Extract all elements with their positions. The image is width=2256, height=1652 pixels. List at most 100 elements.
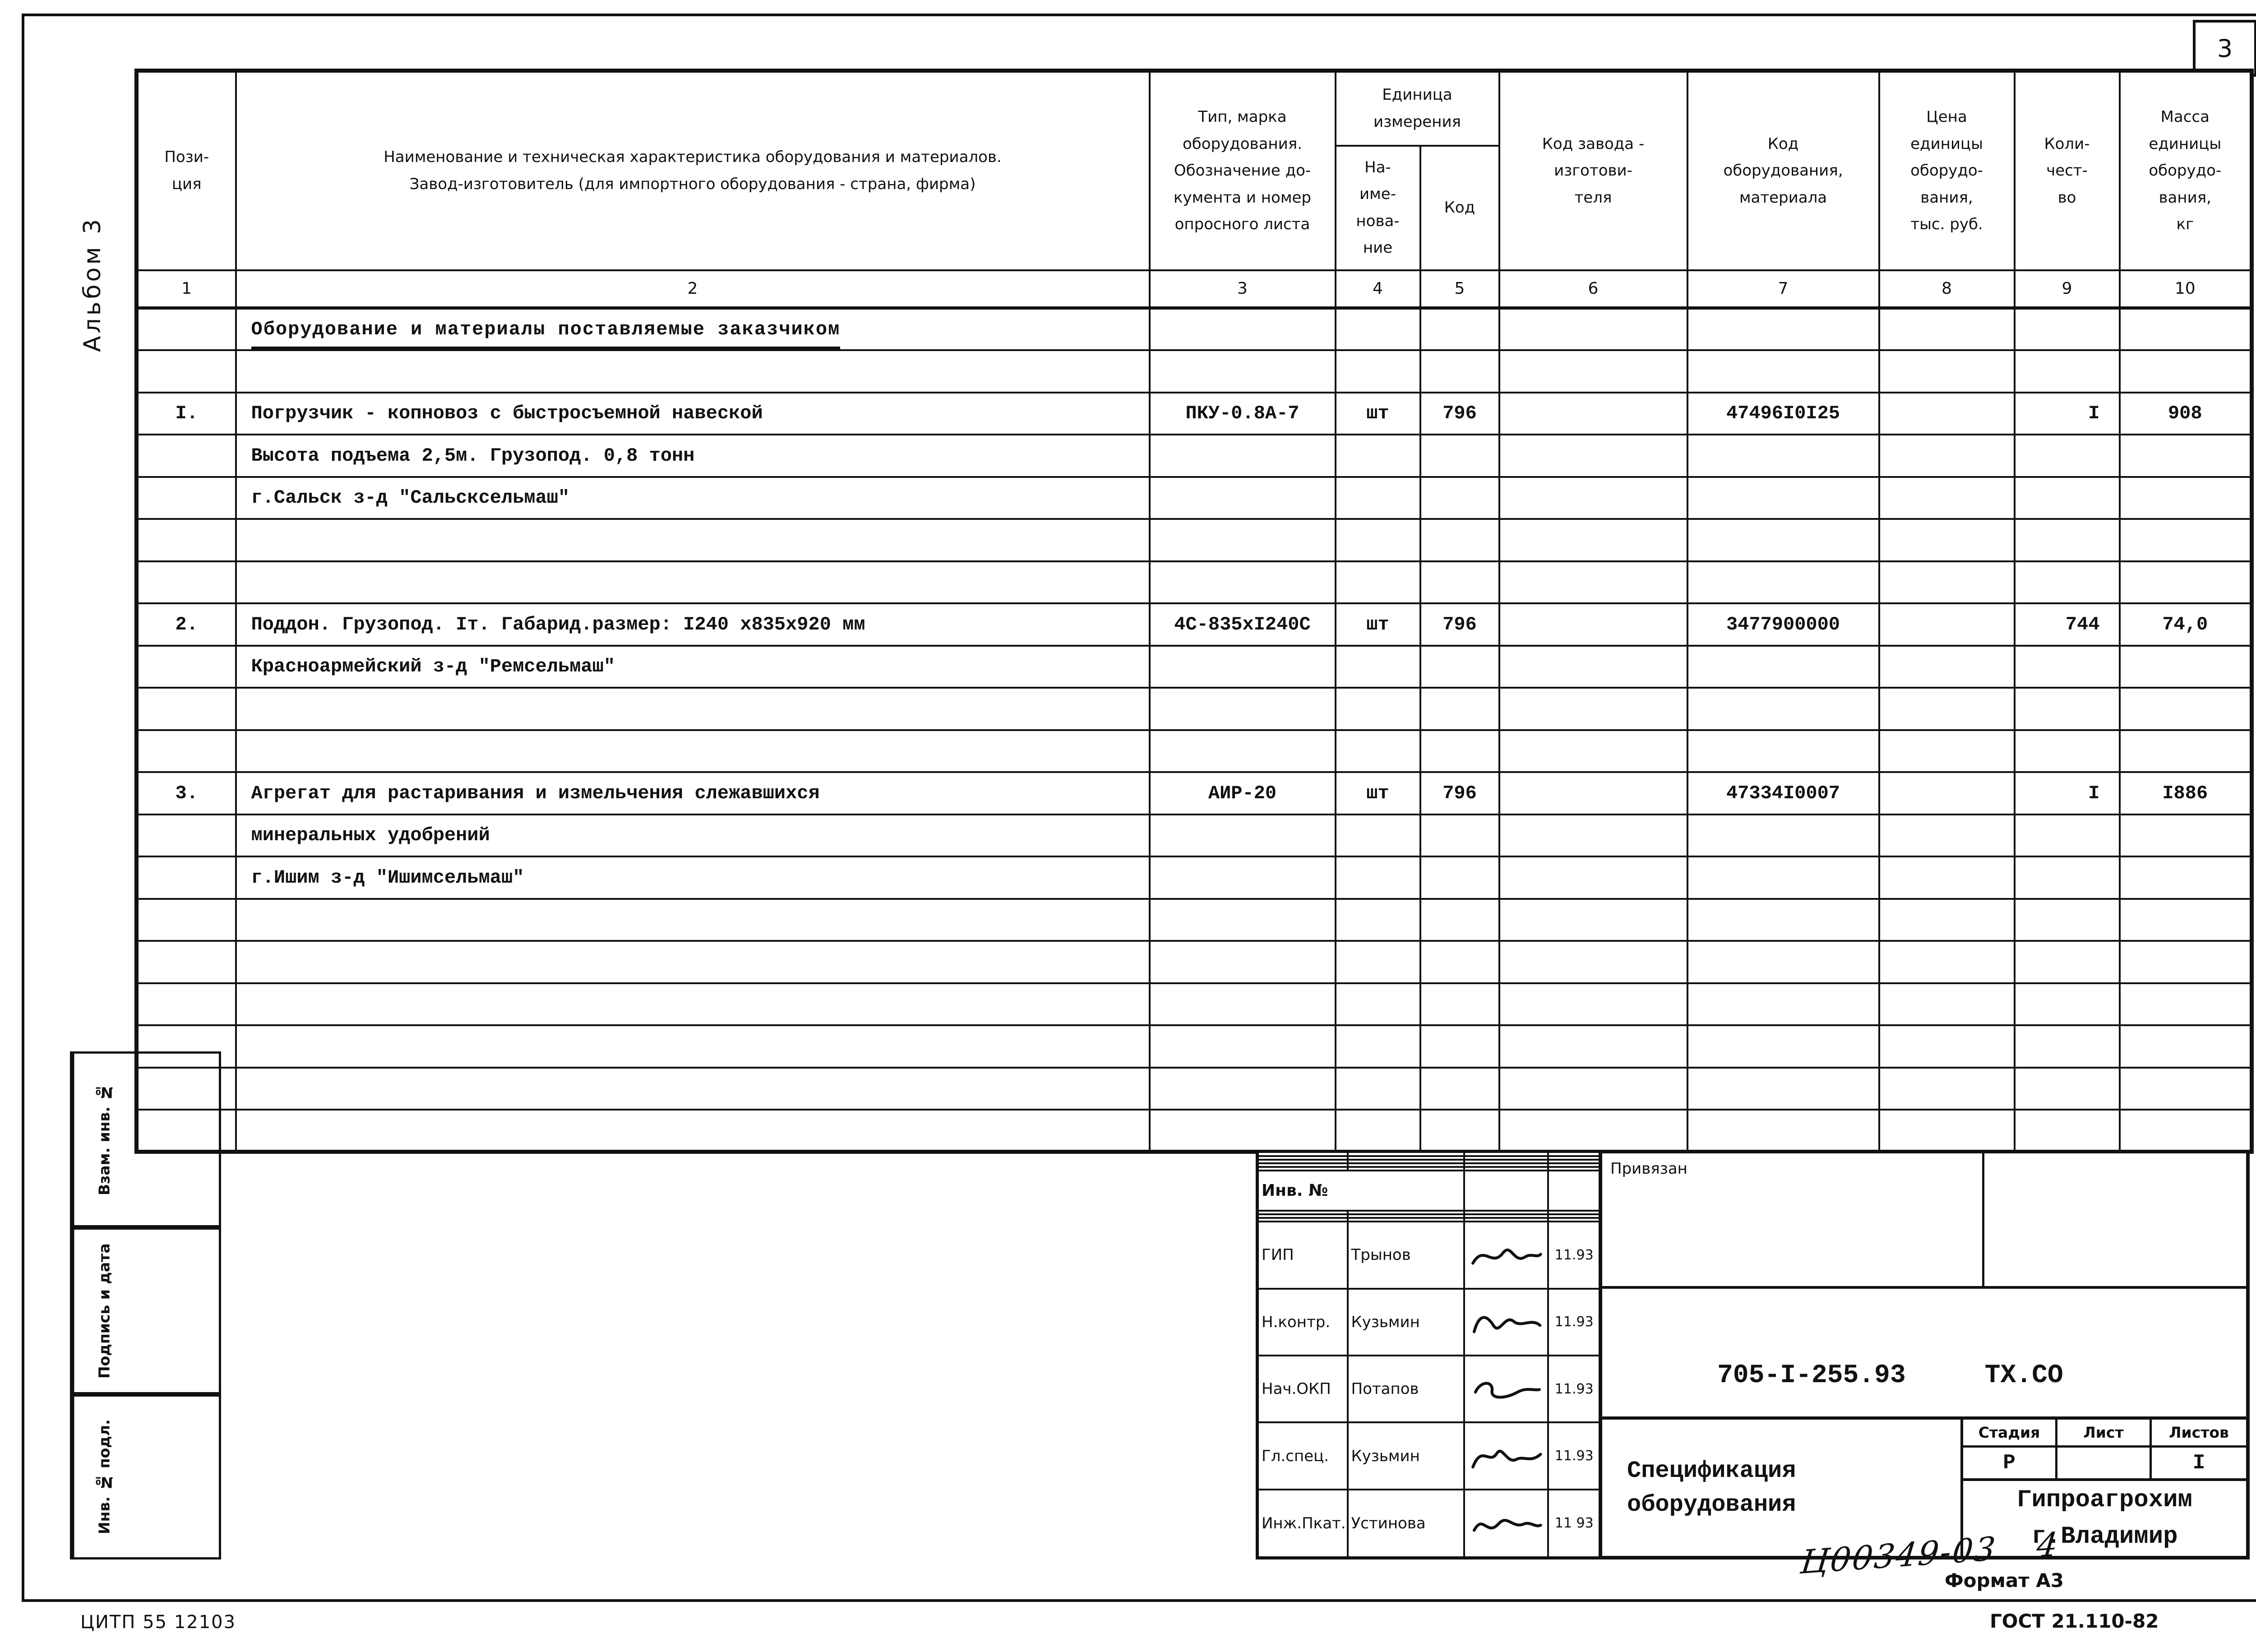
table-cell — [2013, 813, 2121, 857]
table-cell: I — [2013, 771, 2121, 815]
stamp-box-label: Взам. инв. № — [72, 1054, 134, 1225]
signature-name: Кузьмин — [1346, 1421, 1465, 1490]
table-cell — [1878, 940, 2016, 984]
table-cell — [1498, 729, 1688, 773]
table-cell — [135, 813, 237, 857]
column-number: 8 — [1878, 269, 2016, 310]
stamp-box-vzam: Взам. инв. № — [70, 1051, 221, 1227]
printer-code: ЦИТП 55 12103 — [80, 1612, 236, 1633]
table-cell — [135, 518, 237, 562]
table-cell — [2118, 476, 2253, 520]
table-cell — [2013, 856, 2121, 900]
table-cell: Погрузчик - копновоз с быстросъемной нав… — [235, 391, 1151, 435]
table-cell — [1686, 898, 1880, 942]
table-cell — [2118, 982, 2253, 1026]
inv-number-label: Инв. № — [1256, 1170, 1465, 1212]
table-cell — [1498, 434, 1688, 478]
table-cell — [1148, 476, 1336, 520]
table-cell: ПКУ-0.8А-7 — [1148, 391, 1336, 435]
table-cell — [135, 940, 237, 984]
signature-scribble — [1463, 1287, 1549, 1357]
table-cell — [1498, 1109, 1688, 1153]
stamp-empty-row — [1256, 1162, 1602, 1168]
gost-label: ГОСТ 21.110-82 — [1990, 1610, 2159, 1632]
table-cell — [1498, 813, 1688, 857]
table-cell — [1878, 687, 2016, 731]
stamp-box-cell — [134, 1230, 219, 1392]
table-cell: Оборудование и материалы поставляемые за… — [235, 307, 1151, 351]
table-cell: I — [2013, 391, 2121, 435]
signature-role: Нач.ОКП — [1256, 1355, 1349, 1424]
spec-table-body: Оборудование и материалы поставляемые за… — [135, 307, 2253, 1153]
document-number-cell: 705-I-255.93 ТХ.СО — [1602, 1289, 2246, 1420]
table-cell — [135, 729, 237, 773]
table-cell — [1878, 813, 2016, 857]
table-cell — [1334, 434, 1421, 478]
signature-role: Гл.спец. — [1256, 1421, 1349, 1490]
table-cell — [1686, 1109, 1880, 1153]
format-label: Формат А3 — [1945, 1569, 2064, 1592]
table-cell — [1419, 1066, 1500, 1111]
stamp-empty-row — [1256, 1217, 1602, 1223]
table-cell — [2013, 644, 2121, 689]
header-unit-code: Код — [1419, 144, 1500, 271]
table-cell — [1148, 518, 1336, 562]
table-cell — [1686, 856, 1880, 900]
header-equip-code: Код оборудования, материала — [1686, 69, 1880, 271]
table-cell — [1334, 560, 1421, 604]
table-row — [135, 560, 2253, 604]
table-cell — [235, 729, 1151, 773]
table-cell — [1686, 644, 1880, 689]
column-number: 9 — [2013, 269, 2121, 310]
table-cell — [1498, 982, 1688, 1026]
table-cell — [1498, 644, 1688, 689]
table-cell — [1419, 1024, 1500, 1069]
table-cell — [1878, 1024, 2016, 1069]
table-cell — [2118, 560, 2253, 604]
table-cell — [1334, 1024, 1421, 1069]
table-cell — [1878, 560, 2016, 604]
table-row: Оборудование и материалы поставляемые за… — [135, 307, 2253, 351]
stamp-box-cell — [134, 1397, 219, 1557]
table-cell — [1878, 1109, 2016, 1153]
table-cell — [1148, 644, 1336, 689]
table-cell — [1686, 307, 1880, 351]
table-cell — [1878, 898, 2016, 942]
table-cell — [1498, 391, 1688, 435]
table-cell — [1419, 560, 1500, 604]
sheets-value: I — [2152, 1448, 2246, 1481]
table-cell — [1498, 771, 1688, 815]
table-cell — [1148, 856, 1336, 900]
table-cell — [2118, 898, 2253, 942]
table-cell: 796 — [1419, 602, 1500, 647]
stage-value-row: Р I — [1963, 1448, 2246, 1481]
table-cell — [1419, 813, 1500, 857]
table-cell — [1419, 349, 1500, 393]
table-cell — [1878, 1066, 2016, 1111]
table-cell — [2013, 940, 2121, 984]
table-cell — [1334, 349, 1421, 393]
table-cell — [1878, 518, 2016, 562]
table-row: I. Погрузчик - копновоз с быстросъемной н… — [135, 391, 2253, 435]
stamp-box-inv-podl: Инв. № подл. — [70, 1394, 221, 1559]
table-cell — [2013, 982, 2121, 1026]
table-cell — [2013, 1024, 2121, 1069]
table-cell: 47496I0I25 — [1686, 391, 1880, 435]
table-cell — [1878, 771, 2016, 815]
privyazan-label: Привязан — [1610, 1160, 1687, 1178]
table-cell: I. — [135, 391, 237, 435]
table-cell — [1686, 476, 1880, 520]
table-cell — [1419, 434, 1500, 478]
signature-date: 11.93 — [1547, 1287, 1602, 1357]
table-cell — [2118, 434, 2253, 478]
table-cell — [2118, 729, 2253, 773]
table-cell — [1878, 349, 2016, 393]
table-cell — [1334, 729, 1421, 773]
table-cell — [2118, 813, 2253, 857]
signature-date: 11.93 — [1547, 1221, 1602, 1290]
album-label: Альбом 3 — [79, 216, 106, 352]
table-cell — [235, 1066, 1151, 1111]
table-cell: 3477900000 — [1686, 602, 1880, 647]
table-cell — [1148, 349, 1336, 393]
